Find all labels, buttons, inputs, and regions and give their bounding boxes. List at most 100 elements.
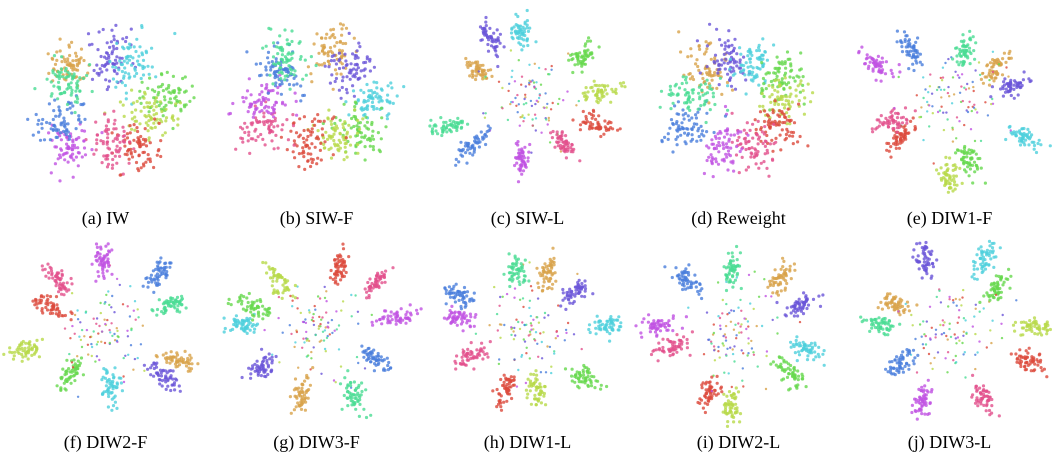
point bbox=[762, 132, 767, 136]
point bbox=[183, 75, 187, 79]
point bbox=[363, 124, 367, 128]
point bbox=[265, 83, 269, 87]
point bbox=[54, 278, 58, 282]
point bbox=[772, 71, 776, 75]
point bbox=[271, 55, 276, 59]
point bbox=[136, 129, 140, 134]
point bbox=[976, 157, 980, 161]
point bbox=[247, 105, 251, 109]
point bbox=[428, 124, 432, 128]
point bbox=[1012, 83, 1016, 87]
point bbox=[33, 87, 37, 91]
point bbox=[943, 172, 947, 176]
point bbox=[276, 146, 280, 150]
point bbox=[75, 137, 79, 141]
point bbox=[371, 129, 375, 133]
point bbox=[811, 91, 815, 95]
point bbox=[498, 41, 502, 45]
point bbox=[483, 77, 486, 80]
point bbox=[583, 287, 588, 291]
point bbox=[384, 269, 388, 273]
point bbox=[799, 51, 803, 55]
point bbox=[330, 318, 334, 322]
point bbox=[65, 151, 69, 155]
point bbox=[771, 108, 775, 112]
point bbox=[125, 35, 129, 40]
point bbox=[468, 74, 472, 78]
point bbox=[479, 130, 483, 134]
point bbox=[105, 269, 109, 273]
point bbox=[681, 75, 685, 79]
point bbox=[96, 48, 100, 52]
point bbox=[369, 289, 373, 293]
point bbox=[761, 104, 765, 108]
point bbox=[991, 70, 995, 74]
point bbox=[776, 102, 781, 107]
point bbox=[963, 123, 966, 127]
caption: (g) DIW3-F bbox=[273, 432, 359, 453]
point bbox=[361, 350, 365, 354]
point bbox=[516, 14, 520, 19]
point bbox=[905, 118, 909, 122]
point bbox=[165, 270, 169, 274]
point bbox=[304, 321, 308, 325]
point bbox=[596, 122, 600, 126]
point bbox=[114, 127, 118, 131]
point bbox=[161, 89, 165, 93]
point bbox=[128, 124, 132, 128]
point bbox=[120, 81, 124, 85]
point bbox=[890, 115, 894, 119]
point bbox=[968, 37, 972, 41]
point bbox=[298, 117, 302, 121]
point bbox=[857, 49, 861, 54]
point bbox=[269, 112, 273, 116]
point bbox=[353, 75, 357, 79]
point bbox=[158, 382, 162, 386]
point bbox=[67, 134, 72, 138]
point bbox=[344, 150, 348, 154]
point bbox=[713, 56, 717, 60]
point bbox=[496, 38, 500, 42]
point bbox=[765, 133, 769, 138]
point bbox=[697, 85, 702, 89]
point bbox=[331, 153, 335, 157]
point bbox=[591, 114, 596, 118]
point bbox=[556, 102, 560, 106]
point bbox=[59, 377, 64, 381]
point bbox=[335, 41, 339, 45]
point bbox=[727, 45, 731, 49]
point bbox=[695, 58, 699, 62]
point bbox=[349, 384, 353, 388]
point bbox=[760, 61, 764, 65]
point bbox=[120, 69, 124, 74]
point bbox=[40, 307, 44, 311]
point bbox=[133, 149, 137, 154]
point bbox=[460, 148, 464, 152]
point bbox=[383, 280, 387, 284]
point bbox=[356, 385, 360, 389]
point bbox=[98, 358, 101, 362]
point bbox=[526, 159, 530, 163]
point bbox=[132, 368, 135, 371]
point bbox=[757, 48, 762, 53]
point bbox=[516, 140, 520, 144]
point bbox=[267, 111, 271, 115]
point bbox=[367, 346, 371, 350]
point bbox=[979, 166, 983, 170]
point bbox=[177, 86, 181, 90]
point bbox=[968, 29, 972, 33]
point bbox=[947, 182, 952, 186]
point bbox=[276, 91, 280, 95]
point bbox=[123, 83, 127, 88]
point bbox=[944, 155, 948, 159]
point bbox=[773, 99, 777, 103]
point bbox=[757, 166, 761, 170]
point bbox=[268, 131, 272, 135]
point bbox=[75, 64, 80, 68]
point bbox=[123, 144, 127, 148]
point bbox=[549, 108, 553, 111]
point bbox=[992, 63, 996, 67]
point bbox=[705, 78, 709, 82]
point bbox=[236, 318, 240, 322]
point bbox=[568, 287, 572, 291]
